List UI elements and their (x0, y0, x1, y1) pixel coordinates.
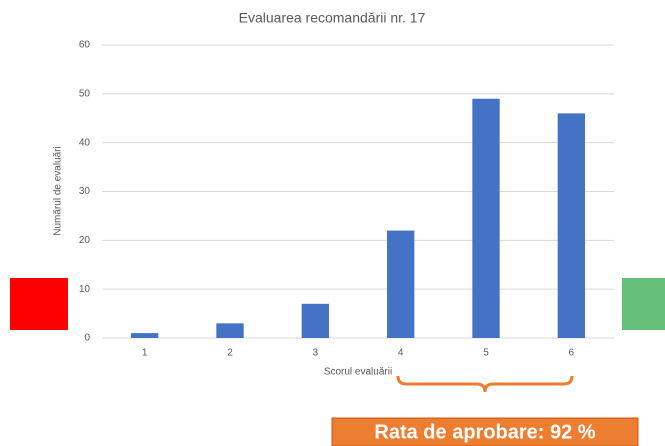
x-tick-label: 4 (398, 348, 404, 359)
y-tick-label: 40 (79, 137, 91, 148)
x-tick-label: 1 (142, 348, 148, 359)
bar (472, 98, 500, 338)
red-square (10, 278, 68, 330)
bar (557, 113, 585, 338)
x-tick-label: 3 (313, 348, 319, 359)
annotation-box (331, 417, 639, 446)
brace (396, 375, 574, 393)
y-tick-label: 30 (79, 186, 91, 197)
y-tick-label: 10 (79, 284, 91, 295)
bar (387, 230, 415, 338)
chart-title: Evaluarea recomandării nr. 17 (239, 10, 426, 26)
y-tick-label: 0 (84, 333, 90, 344)
y-tick-label: 50 (79, 88, 91, 99)
x-tick-label: 6 (569, 348, 575, 359)
x-axis-title: Scorul evaluării (324, 367, 392, 378)
bar (131, 333, 159, 338)
y-tick-label: 60 (79, 40, 91, 51)
x-tick-label: 2 (227, 348, 233, 359)
y-tick-label: 20 (79, 235, 91, 246)
y-axis-title: Numărul de evaluări (53, 146, 64, 236)
green-square (622, 278, 665, 330)
x-tick-label: 5 (483, 348, 489, 359)
bar (301, 303, 329, 338)
bar (216, 323, 244, 338)
annotation: Rata de aprobare: 92 % (374, 421, 595, 443)
